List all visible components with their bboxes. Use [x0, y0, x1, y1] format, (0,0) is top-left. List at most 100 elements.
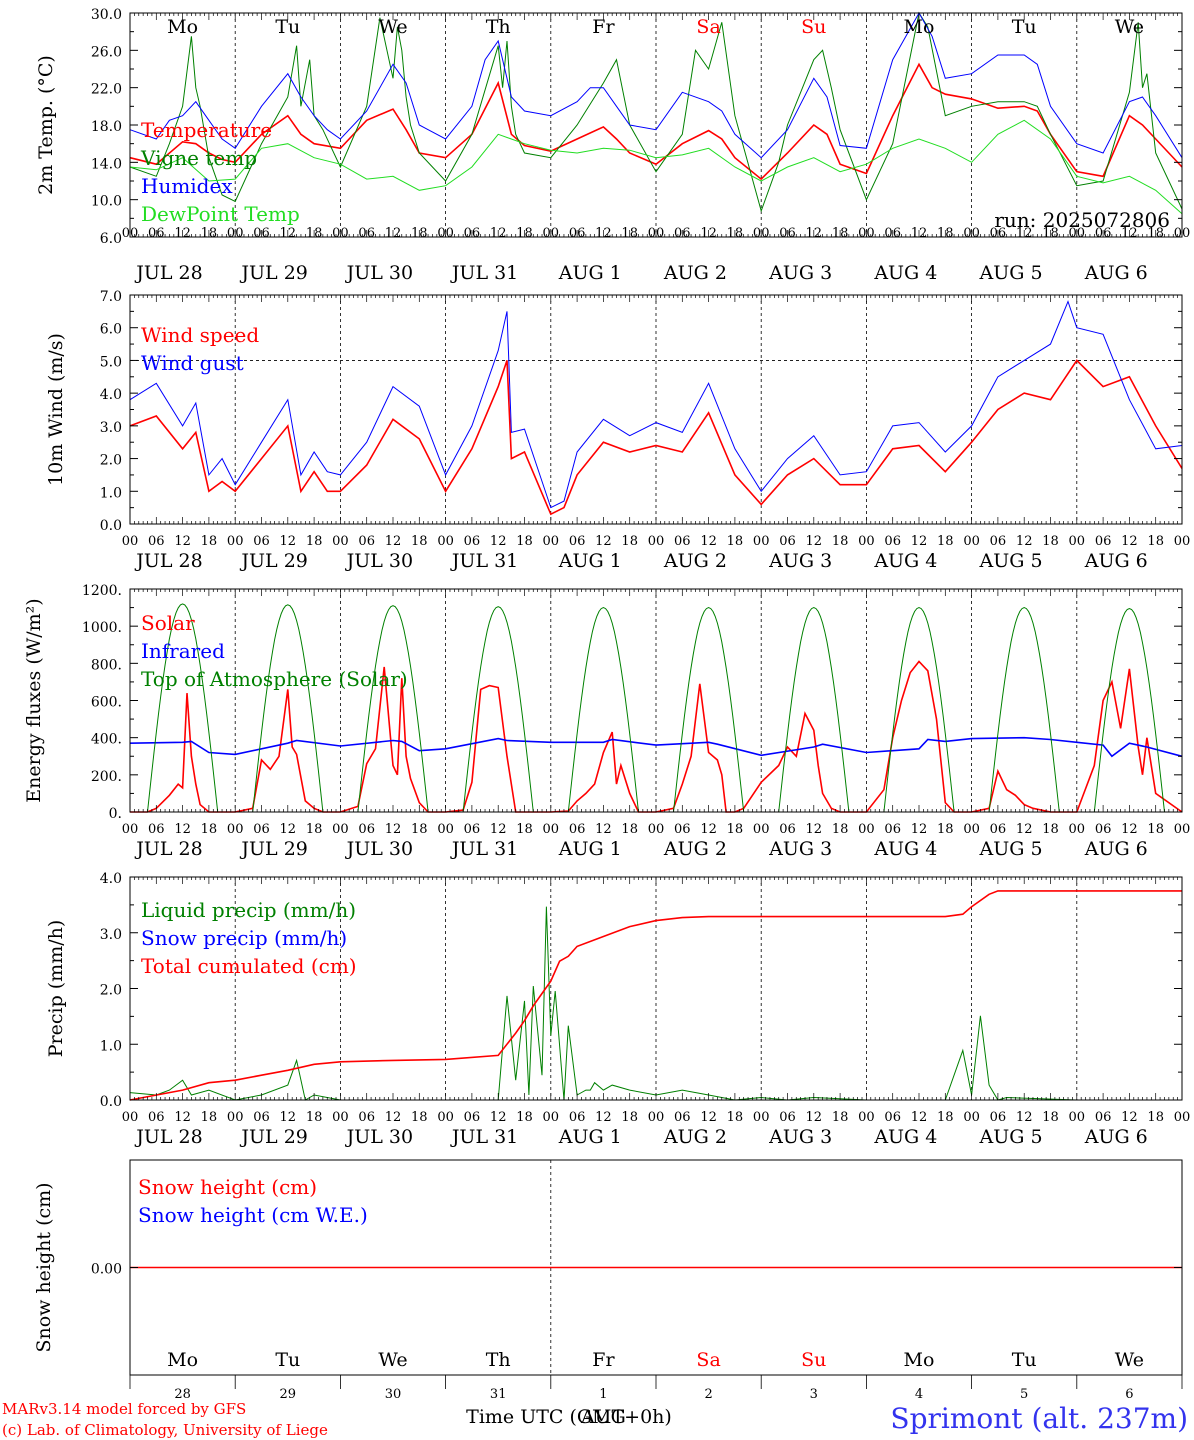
date-label: AUG 3: [768, 838, 832, 860]
hour-tick-label: 12: [280, 226, 297, 241]
hour-tick-label: 12: [280, 822, 297, 837]
date-label: AUG 6: [1084, 262, 1148, 284]
hour-tick-label: 12: [700, 226, 717, 241]
hour-tick-label: 12: [1016, 1110, 1033, 1125]
hour-tick-label: 06: [1095, 1110, 1112, 1125]
hour-tick-label: 18: [1042, 226, 1059, 241]
hour-tick-label: 06: [1095, 534, 1112, 549]
hour-tick-label: 06: [148, 534, 165, 549]
hour-tick-label: 06: [884, 226, 901, 241]
date-label: AUG 3: [768, 262, 832, 284]
y-tick-label: 1200.: [82, 583, 122, 599]
hour-tick-label: 00: [1069, 226, 1086, 241]
hour-tick-label: 06: [358, 534, 375, 549]
hour-tick-label: 18: [1147, 534, 1164, 549]
hour-tick-label: 06: [674, 822, 691, 837]
hour-tick-label: 12: [806, 226, 823, 241]
legend-entry: Snow height (cm W.E.): [138, 1203, 368, 1227]
hour-tick-label: 18: [1147, 822, 1164, 837]
hour-tick-label: 12: [385, 226, 402, 241]
hour-tick-label: 06: [253, 226, 270, 241]
hour-tick-label: 00: [858, 226, 875, 241]
hour-tick-label: 18: [621, 534, 638, 549]
hour-tick-label: 18: [621, 226, 638, 241]
hour-tick-label: 06: [990, 822, 1007, 837]
hour-tick-label: 12: [385, 822, 402, 837]
legend-entry: Humidex: [141, 174, 233, 198]
series-line-humidex: [129, 11, 1183, 159]
y-axis-title: Energy fluxes (W/m²): [23, 598, 45, 802]
y-axis-title: Precip (mm/h): [45, 920, 67, 1058]
hour-tick-label: 06: [569, 226, 586, 241]
hour-tick-label: 00: [227, 534, 244, 549]
date-label: JUL 29: [239, 838, 307, 860]
hour-tick-label: 06: [253, 534, 270, 549]
hour-tick-label: 18: [1147, 1110, 1164, 1125]
hour-tick-label: 18: [201, 1110, 218, 1125]
hour-tick-label: 06: [464, 534, 481, 549]
hour-tick-label: 06: [1095, 822, 1112, 837]
date-label: AUG 1: [558, 550, 622, 572]
y-tick-label: 3.0: [100, 420, 122, 436]
hour-tick-label: 06: [569, 534, 586, 549]
hour-tick-label: 00: [963, 822, 980, 837]
hour-tick-label: 12: [595, 1110, 612, 1125]
hour-tick-label: 00: [543, 822, 560, 837]
hour-tick-label: 00: [437, 1110, 454, 1125]
hour-tick-label: 18: [411, 1110, 428, 1125]
day-number-label: 4: [915, 1387, 923, 1402]
legend-entry: Wind speed: [141, 323, 259, 347]
hour-tick-label: 00: [753, 226, 770, 241]
date-label: AUG 1: [558, 1126, 622, 1148]
hour-tick-label: 06: [779, 226, 796, 241]
hour-tick-label: 18: [516, 226, 533, 241]
date-label: AUG 6: [1084, 838, 1148, 860]
hour-tick-label: 00: [543, 534, 560, 549]
hour-tick-label: 00: [1174, 226, 1191, 241]
hour-tick-label: 06: [674, 1110, 691, 1125]
date-label: JUL 31: [450, 1126, 518, 1148]
hour-tick-label: 12: [595, 226, 612, 241]
series-line-dewpoint-temp: [129, 119, 1183, 215]
y-tick-label: 0.0: [100, 1094, 122, 1110]
hour-tick-label: 18: [727, 226, 744, 241]
series-line-total-cumulated-cm-: [129, 890, 1182, 1101]
hour-tick-label: 00: [1174, 822, 1191, 837]
date-label: AUG 5: [979, 838, 1043, 860]
hour-tick-label: 12: [700, 822, 717, 837]
hour-tick-label: 00: [963, 226, 980, 241]
hour-tick-label: 18: [1042, 1110, 1059, 1125]
hour-tick-label: 18: [201, 534, 218, 549]
hour-tick-label: 18: [621, 1110, 638, 1125]
series-line-infrared: [129, 736, 1183, 758]
hour-tick-label: 12: [174, 534, 191, 549]
series-line-temperature: [129, 62, 1183, 181]
hour-tick-label: 06: [884, 1110, 901, 1125]
hour-tick-label: 18: [937, 822, 954, 837]
hour-tick-label: 06: [674, 534, 691, 549]
hour-tick-label: 00: [963, 534, 980, 549]
hour-tick-label: 18: [516, 1110, 533, 1125]
hour-tick-label: 06: [569, 822, 586, 837]
weekday-label: Tu: [275, 16, 300, 38]
hour-tick-label: 00: [648, 534, 665, 549]
day-number-label: 29: [280, 1387, 297, 1402]
hour-tick-label: 12: [911, 534, 928, 549]
date-label: JUL 29: [239, 262, 307, 284]
date-label: JUL 28: [134, 550, 202, 572]
footer-lab: (c) Lab. of Climatology, University of L…: [2, 1421, 328, 1439]
date-label: JUL 29: [239, 1126, 307, 1148]
hour-tick-label: 18: [411, 226, 428, 241]
hour-tick-label: 00: [227, 822, 244, 837]
day-number-label: 28: [174, 1387, 191, 1402]
day-number-label: 3: [810, 1387, 818, 1402]
weekday-label: Fr: [592, 1349, 615, 1371]
hour-tick-label: 00: [1174, 1110, 1191, 1125]
hour-tick-label: 18: [937, 1110, 954, 1125]
hour-tick-label: 06: [884, 822, 901, 837]
weekday-label: Mo: [167, 16, 198, 38]
legend-entry: Top of Atmosphere (Solar): [141, 667, 408, 691]
hour-tick-label: 06: [358, 822, 375, 837]
hour-tick-label: 12: [1121, 822, 1138, 837]
